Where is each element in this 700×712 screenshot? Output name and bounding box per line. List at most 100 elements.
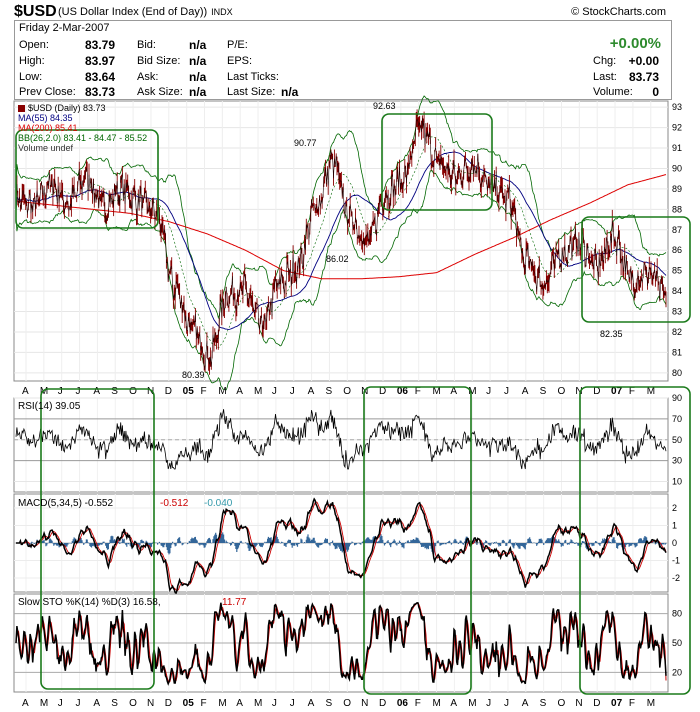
bid-size-value: n/a: [189, 54, 207, 68]
price-axis-tick: 82: [672, 327, 682, 337]
rsi-axis-tick: 50: [672, 435, 682, 445]
x-axis-month-label-bottom: D: [379, 698, 386, 709]
macd-axis-tick: -1: [672, 556, 680, 566]
x-axis-month-label: F: [201, 386, 207, 397]
pe-label: P/E:: [227, 39, 248, 51]
last-size-value: n/a: [281, 85, 299, 99]
open-value: 83.79: [85, 38, 116, 52]
x-axis-month-label: M: [218, 386, 226, 397]
stockcharts-credit[interactable]: © StockCharts.com: [571, 6, 666, 18]
x-axis-month-label-bottom: 05: [183, 698, 195, 709]
last-size-label: Last Size:: [227, 86, 276, 98]
exchange-label: INDX: [211, 7, 233, 17]
x-axis-month-label-bottom: N: [575, 698, 582, 709]
x-axis-month-label: M: [254, 386, 262, 397]
x-axis-month-label: D: [593, 386, 600, 397]
x-axis-month-label: M: [647, 386, 655, 397]
low-value: 83.64: [85, 70, 116, 84]
x-axis-month-label: A: [22, 386, 29, 397]
price-layer: [15, 95, 667, 391]
x-axis-month-label: D: [379, 386, 386, 397]
price-axis-tick: 90: [672, 163, 682, 173]
volume-value: 0: [652, 85, 659, 99]
x-axis-month-label: N: [147, 386, 154, 397]
price-axis-tick: 84: [672, 286, 682, 296]
x-axis-month-label: 05: [183, 386, 195, 397]
x-axis-month-label-bottom: 06: [397, 698, 409, 709]
stochastic-axis-tick: 50: [672, 638, 682, 648]
quote-panel: Friday 2-Mar-2007 Open: 83.79 High: 83.9…: [14, 20, 672, 100]
change-percent: +0.00%: [609, 35, 661, 52]
ma200-line: [15, 174, 667, 280]
x-axis-month-label-bottom: F: [629, 698, 635, 709]
price-axis-tick: 88: [672, 204, 682, 214]
low-label: Low:: [19, 71, 43, 83]
ma55-legend-label: MA(55) 84.35: [18, 113, 73, 123]
x-axis-month-label: O: [558, 386, 566, 397]
prev-close-value: 83.73: [85, 85, 116, 99]
price-bars: [15, 109, 667, 375]
x-axis-month-label-bottom: F: [415, 698, 421, 709]
annotation-low-2006: 82.35: [600, 329, 623, 339]
x-axis-month-label-bottom: M: [254, 698, 262, 709]
x-axis-month-label-bottom: A: [93, 698, 100, 709]
chg-value: +0.00: [628, 54, 659, 68]
x-axis-month-label-bottom: M: [647, 698, 655, 709]
x-axis-month-label-bottom: N: [361, 698, 368, 709]
x-axis-month-label: F: [415, 386, 421, 397]
axis-labels: 8081828384858687888990919293AAMMJJJJAASS…: [22, 102, 682, 709]
price-axis-tick: 93: [672, 102, 682, 112]
annotation-low-2005: 86.02: [326, 254, 349, 264]
x-axis-month-label: D: [165, 386, 172, 397]
x-axis-month-label-bottom: S: [540, 698, 547, 709]
price-close-line: [15, 117, 667, 370]
macd-signal-legend: -0.512: [160, 498, 189, 509]
stochastic-d-legend: 11.77: [222, 597, 247, 608]
quote-date: Friday 2-Mar-2007: [19, 22, 110, 34]
price-legend-swatch: [18, 105, 25, 112]
x-axis-month-label: J: [290, 386, 295, 397]
x-axis-month-label-bottom: O: [129, 698, 137, 709]
prev-close-label: Prev Close:: [19, 86, 76, 98]
x-axis-month-label: M: [468, 386, 476, 397]
open-label: Open:: [19, 39, 49, 51]
x-axis-month-label-bottom: S: [111, 698, 118, 709]
x-axis-month-label: J: [58, 386, 63, 397]
stochastic-axis-tick: 80: [672, 609, 682, 619]
stochastic-layer: [15, 602, 667, 686]
symbol-title: $USD: [14, 3, 57, 20]
annotation-low-2004: 80.39: [182, 370, 205, 380]
x-axis-month-label: A: [93, 386, 100, 397]
rsi-line: [15, 409, 667, 470]
price-panel-frame: [13, 100, 669, 382]
x-axis-month-label: 07: [611, 386, 623, 397]
x-axis-month-label-bottom: F: [201, 698, 207, 709]
x-axis-month-label-bottom: J: [272, 698, 277, 709]
x-axis-month-label-bottom: O: [343, 698, 351, 709]
price-legend: $USD (Daily) 83.73 MA(55) 84.35 MA(200) …: [18, 103, 147, 153]
x-axis-month-label-bottom: D: [593, 698, 600, 709]
x-axis-month-label-bottom: M: [468, 698, 476, 709]
x-axis-month-label-bottom: A: [522, 698, 529, 709]
ask-label: Ask:: [137, 71, 159, 83]
box-indicators-2006a: [363, 386, 472, 695]
rsi-layer: [15, 409, 667, 470]
x-axis-month-label: A: [522, 386, 529, 397]
price-axis-tick: 85: [672, 266, 682, 276]
rsi-axis-tick: 70: [672, 414, 682, 424]
last-ticks-label: Last Ticks:: [227, 71, 279, 83]
x-axis-month-label-bottom: O: [558, 698, 566, 709]
bid-label: Bid:: [137, 39, 156, 51]
stochastic-d-line: [15, 602, 667, 684]
macd-legend-label: MACD(5,34,5) -0.552: [18, 498, 113, 509]
x-axis-month-label-bottom: A: [308, 698, 315, 709]
last-value: 83.73: [628, 70, 659, 84]
rsi-axis-tick: 90: [672, 393, 682, 403]
x-axis-month-label-bottom: A: [22, 698, 29, 709]
macd-axis-tick: 0: [672, 538, 677, 548]
bid-value: n/a: [189, 38, 207, 52]
x-axis-month-label: A: [308, 386, 315, 397]
x-axis-month-label-bottom: N: [147, 698, 154, 709]
stochastic-legend-label: Slow STO %K(14) %D(3) 16.58,: [18, 597, 161, 608]
